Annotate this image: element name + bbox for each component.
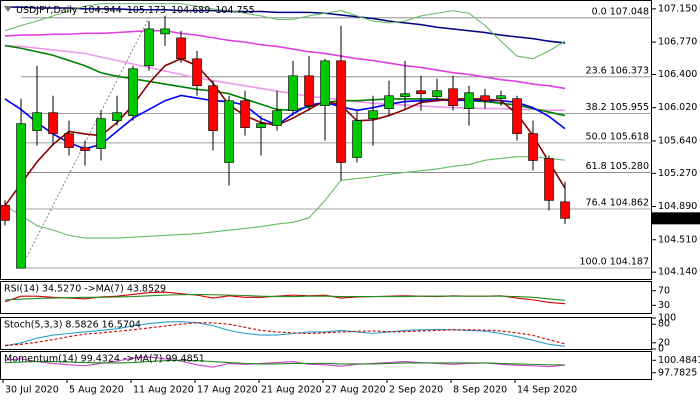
y-tick-label: 104.140 — [658, 267, 697, 278]
candle-body — [400, 93, 410, 97]
y-tick-label: 100.4841 — [658, 355, 700, 366]
candle-body — [48, 112, 58, 134]
chart-title: USDJPY,Daily 104.944 105.173 104.689 104.755 — [16, 5, 255, 16]
candle-body — [416, 90, 426, 95]
indicator-label: RSI(14) 34.5270 ->MA(7) 43.8529 — [4, 284, 166, 295]
x-tick-label: 21 Aug 2020 — [261, 385, 322, 396]
candle-body — [368, 110, 378, 119]
candle-body — [288, 75, 298, 111]
candle-body — [176, 37, 186, 60]
y-tick-label: 0 — [658, 344, 664, 355]
candle-body — [80, 147, 90, 151]
candle-body — [528, 133, 538, 161]
candle-body — [192, 58, 202, 87]
candle-body — [448, 88, 458, 106]
indicator-line — [4, 3, 566, 60]
y-tick-label: 105.640 — [658, 135, 697, 146]
candle-body — [256, 123, 266, 128]
y-tick-label: 107.150 — [658, 3, 697, 14]
indicator-label: Momentum(14) 99.4324 ->MA(7) 99.4851 — [4, 354, 205, 365]
indicator-line — [4, 322, 566, 346]
candle-body — [128, 68, 138, 116]
indicator-line — [4, 293, 566, 301]
y-tick-label: 80 — [658, 319, 670, 330]
indicator-line — [4, 321, 566, 347]
stoch-panel — [0, 317, 652, 350]
price-box — [652, 212, 700, 225]
fib-label: 76.4 104.862 — [586, 197, 649, 208]
candle-body — [240, 100, 250, 128]
candle-body — [496, 95, 506, 99]
candle-body — [432, 90, 442, 97]
candle-body — [544, 158, 554, 201]
fib-label: 23.6 106.373 — [586, 65, 649, 76]
candle-body — [112, 112, 122, 121]
candle-body — [0, 205, 10, 221]
candle-body — [352, 120, 362, 158]
indicator-line — [5, 6, 566, 44]
y-tick-label: 97.7825 — [658, 367, 697, 378]
y-tick-label: 105.270 — [658, 168, 697, 179]
y-tick-label: 30 — [658, 300, 670, 311]
candle-body — [64, 133, 74, 148]
candle-body — [160, 28, 170, 35]
indicator-line — [4, 359, 566, 366]
x-tick-label: 17 Aug 2020 — [197, 385, 258, 396]
fib-label: 50.0 105.618 — [586, 131, 649, 142]
candle-body — [560, 201, 570, 219]
indicator-label: Stoch(5,3,3) 8.5826 16.5704 — [4, 320, 141, 331]
ohlc-value: 104.755 — [215, 5, 254, 16]
y-tick-label: 106.770 — [658, 37, 697, 48]
candle-body — [336, 60, 346, 163]
candle-body — [96, 118, 106, 149]
candle-body — [320, 60, 330, 106]
fib-label: 100.0 104.187 — [579, 257, 649, 268]
candle-body — [144, 28, 154, 67]
candle-body — [512, 98, 522, 134]
candle-body — [272, 110, 282, 126]
x-tick-label: 2 Sep 2020 — [389, 385, 443, 396]
y-tick-label: 104.890 — [658, 201, 697, 212]
x-tick-label: 30 Jul 2020 — [5, 385, 59, 396]
fib-label: 61.8 105.280 — [586, 161, 649, 172]
fib-label: 38.2 105.955 — [586, 102, 649, 113]
main-panel — [0, 0, 652, 280]
candle-body — [480, 95, 490, 102]
ohlc-value: 104.689 — [171, 5, 210, 16]
candle-body — [16, 123, 26, 269]
x-tick-label: 5 Aug 2020 — [69, 385, 124, 396]
y-tick-label: 20 — [658, 337, 670, 348]
ohlc-value: 105.173 — [127, 5, 166, 16]
panel-frames — [0, 0, 652, 380]
x-tick-label: 11 Aug 2020 — [133, 385, 194, 396]
x-tick-label: 27 Aug 2020 — [325, 385, 386, 396]
momentum-panel — [0, 351, 652, 380]
fib-label: 0.0 107.048 — [592, 6, 649, 17]
candle-body — [464, 92, 474, 109]
rsi-panel — [0, 281, 652, 314]
candle-body — [304, 75, 314, 106]
candle-body — [208, 85, 218, 131]
candle-body — [32, 112, 42, 131]
y-tick-label: 100 — [658, 313, 676, 324]
symbol: USDJPY,Daily — [16, 5, 78, 16]
indicator-line — [4, 156, 566, 239]
y-tick-label: 104.510 — [658, 234, 697, 245]
x-tick-label: 8 Sep 2020 — [453, 385, 507, 396]
indicator-line — [4, 29, 566, 90]
candle-body — [224, 100, 234, 163]
y-tick-label: 106.020 — [658, 102, 697, 113]
candle-body — [384, 95, 394, 109]
current-price: 104.755 — [656, 213, 695, 224]
y-tick-label: 70 — [658, 285, 670, 296]
y-tick-label: 106.400 — [658, 69, 697, 80]
x-tick-label: 14 Sep 2020 — [517, 385, 577, 396]
ohlc-value: 104.944 — [82, 5, 121, 16]
title-icon — [4, 6, 12, 12]
